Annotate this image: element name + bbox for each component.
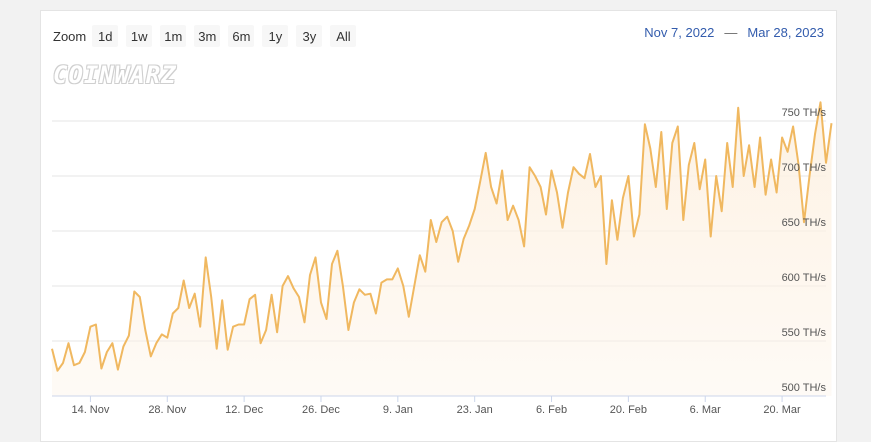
y-tick-label: 750 TH/s — [782, 107, 827, 119]
x-axis: 14. Nov 28. Nov 12. Dec 26. Dec 9. Jan 23. Ja… — [52, 396, 826, 416]
area-fill-layer — [52, 102, 832, 396]
x-tick-label: 23. Jan — [457, 404, 493, 416]
x-tick-label: 6. Mar — [690, 404, 722, 416]
y-tick-label: 650 TH/s — [782, 217, 827, 229]
x-tick-label: 20. Feb — [610, 404, 647, 416]
y-tick-label: 600 TH/s — [782, 272, 827, 284]
x-tick-label: 26. Dec — [302, 404, 340, 416]
y-tick-label: 500 TH/s — [782, 382, 827, 394]
x-tick-label: 6. Feb — [536, 404, 567, 416]
y-tick-label: 550 TH/s — [782, 327, 827, 339]
x-tick-label: 9. Jan — [383, 404, 413, 416]
x-tick-label: 14. Nov — [71, 404, 109, 416]
x-tick-label: 12. Dec — [225, 404, 263, 416]
x-tick-label: 20. Mar — [763, 404, 801, 416]
y-tick-label: 700 TH/s — [782, 162, 827, 174]
x-tick-label: 28. Nov — [148, 404, 186, 416]
series-area — [52, 102, 832, 396]
